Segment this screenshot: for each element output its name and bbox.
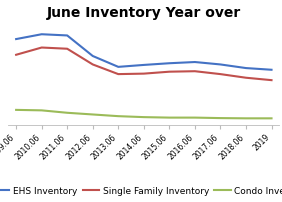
Condo Invent <box>142 116 146 119</box>
EHS Inventory <box>244 67 248 70</box>
Condo Invent <box>193 117 197 119</box>
Single Family Inventory <box>219 74 222 76</box>
Condo Invent <box>14 109 18 112</box>
Single Family Inventory <box>168 71 171 74</box>
Condo Invent <box>270 118 273 120</box>
Condo Invent <box>91 114 94 116</box>
Legend: EHS Inventory, Single Family Inventory, Condo Invent: EHS Inventory, Single Family Inventory, … <box>0 182 282 198</box>
EHS Inventory <box>142 64 146 67</box>
Single Family Inventory <box>142 73 146 76</box>
Line: EHS Inventory: EHS Inventory <box>16 35 272 70</box>
Condo Invent <box>219 117 222 120</box>
EHS Inventory <box>193 61 197 64</box>
Condo Invent <box>65 112 69 114</box>
Single Family Inventory <box>91 64 94 66</box>
EHS Inventory <box>40 34 43 36</box>
Condo Invent <box>116 115 120 118</box>
Title: June Inventory Year over: June Inventory Year over <box>47 6 241 20</box>
Single Family Inventory <box>270 80 273 82</box>
EHS Inventory <box>65 35 69 38</box>
Condo Invent <box>168 117 171 119</box>
EHS Inventory <box>116 66 120 69</box>
Single Family Inventory <box>40 47 43 49</box>
Single Family Inventory <box>244 77 248 80</box>
EHS Inventory <box>219 64 222 66</box>
Single Family Inventory <box>116 74 120 76</box>
Line: Single Family Inventory: Single Family Inventory <box>16 48 272 81</box>
Single Family Inventory <box>14 54 18 57</box>
Condo Invent <box>40 110 43 112</box>
EHS Inventory <box>270 69 273 72</box>
EHS Inventory <box>91 56 94 58</box>
EHS Inventory <box>14 39 18 41</box>
Single Family Inventory <box>193 71 197 73</box>
Condo Invent <box>244 118 248 120</box>
EHS Inventory <box>168 63 171 65</box>
Line: Condo Invent: Condo Invent <box>16 110 272 119</box>
Single Family Inventory <box>65 48 69 51</box>
